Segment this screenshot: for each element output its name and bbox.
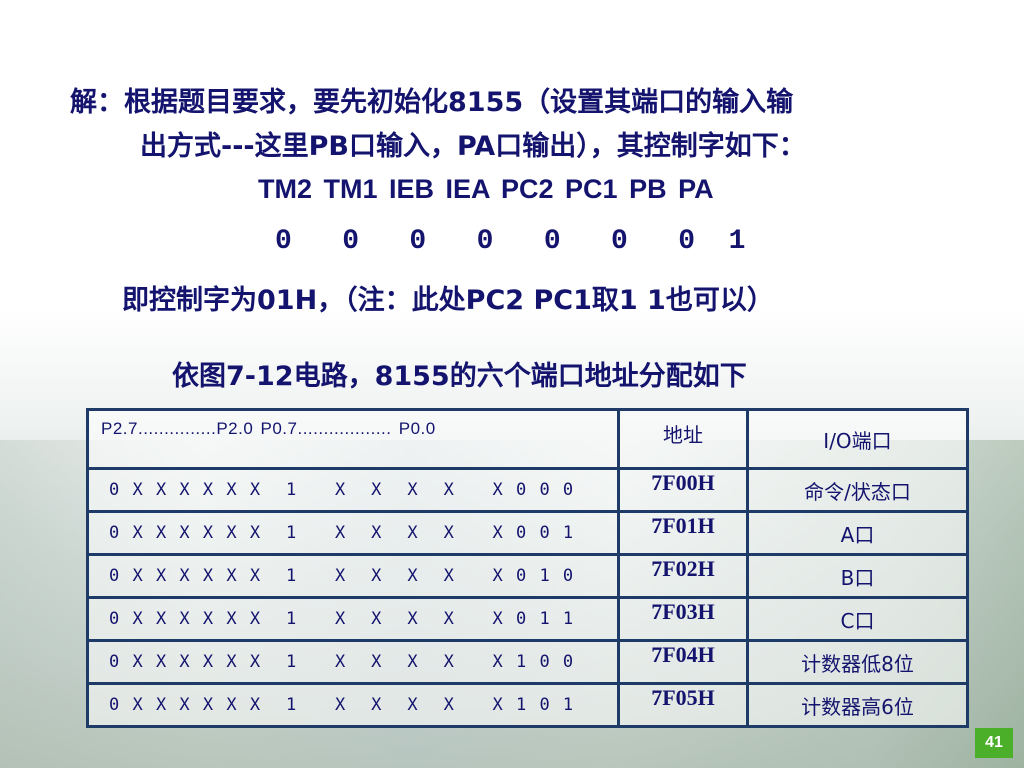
table-header-row: P2.7...............P2.0 P0.7............…	[86, 408, 969, 470]
row-port: B口	[746, 553, 969, 599]
table-caption: 依图7-12电路，8155的六个端口地址分配如下	[172, 361, 747, 392]
row-address: 7F00H	[617, 467, 749, 513]
row-address: 7F05H	[617, 682, 749, 728]
port-address-table: P2.7...............P2.0 P0.7............…	[86, 408, 969, 728]
table-row: 0 X X X X X X 1 X X X X X 1 0 1 7F05H 计数…	[86, 682, 969, 728]
row-bits: 0 X X X X X X 1 X X X X X 0 0 1	[86, 510, 620, 556]
row-address: 7F04H	[617, 639, 749, 685]
control-bits-values: 0 0 0 0 0 0 0 1	[275, 226, 746, 257]
intro-line-2: 出方式---这里PB口输入，PA口输出），其控制字如下：	[140, 131, 806, 162]
row-address: 7F02H	[617, 553, 749, 599]
row-bits: 0 X X X X X X 1 X X X X X 1 0 0	[86, 639, 620, 685]
row-port: 命令/状态口	[746, 467, 969, 513]
table-row: 0 X X X X X X 1 X X X X X 0 0 1 7F01H A口	[86, 510, 969, 556]
control-bits-labels: TM2 TM1 IEB IEA PC2 PC1 PB PA	[258, 174, 714, 204]
row-address: 7F01H	[617, 510, 749, 556]
row-address: 7F03H	[617, 596, 749, 642]
row-bits: 0 X X X X X X 1 X X X X X 0 1 0	[86, 553, 620, 599]
header-port: I/O端口	[746, 408, 969, 470]
intro-line-1: 解：根据题目要求，要先初始化8155（设置其端口的输入输	[70, 87, 794, 118]
row-port: A口	[746, 510, 969, 556]
row-bits: 0 X X X X X X 1 X X X X X 1 0 1	[86, 682, 620, 728]
table-row: 0 X X X X X X 1 X X X X X 1 0 0 7F04H 计数…	[86, 639, 969, 685]
page-number-badge: 41	[975, 728, 1013, 758]
table-row: 0 X X X X X X 1 X X X X X 0 0 0 7F00H 命令…	[86, 467, 969, 513]
row-port: 计数器高6位	[746, 682, 969, 728]
row-port: 计数器低8位	[746, 639, 969, 685]
control-word-note: 即控制字为01H，（注：此处PC2 PC1取1 1也可以）	[122, 285, 774, 316]
header-address: 地址	[617, 408, 749, 470]
table-row: 0 X X X X X X 1 X X X X X 0 1 1 7F03H C口	[86, 596, 969, 642]
table-row: 0 X X X X X X 1 X X X X X 0 1 0 7F02H B口	[86, 553, 969, 599]
row-bits: 0 X X X X X X 1 X X X X X 0 0 0	[86, 467, 620, 513]
row-bits: 0 X X X X X X 1 X X X X X 0 1 1	[86, 596, 620, 642]
row-port: C口	[746, 596, 969, 642]
header-bits: P2.7...............P2.0 P0.7............…	[86, 408, 620, 470]
